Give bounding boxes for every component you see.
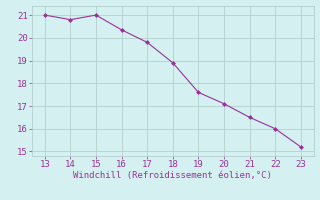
- X-axis label: Windchill (Refroidissement éolien,°C): Windchill (Refroidissement éolien,°C): [73, 171, 272, 180]
